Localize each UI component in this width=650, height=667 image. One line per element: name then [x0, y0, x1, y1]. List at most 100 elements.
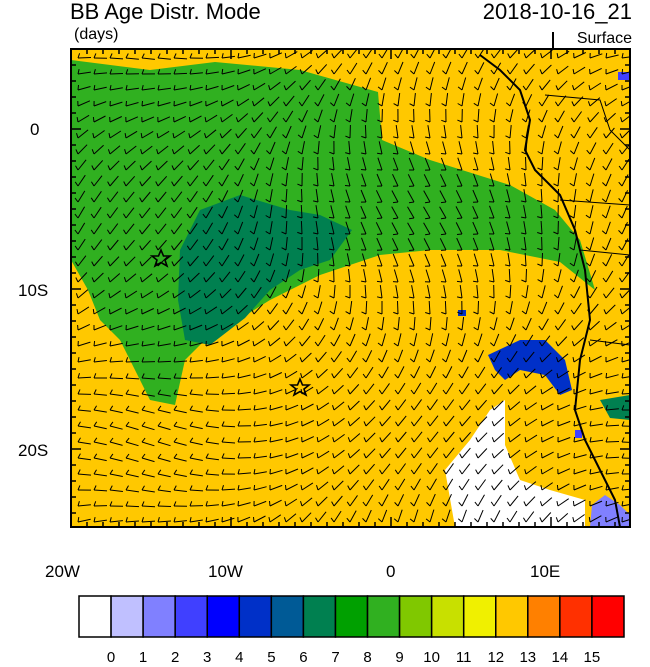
wind-barb [157, 441, 171, 447]
wind-barb [77, 174, 86, 187]
wind-barb [525, 268, 527, 283]
wind-barb [157, 145, 169, 155]
wind-barb [458, 141, 463, 155]
wind-barb-flag [620, 117, 623, 123]
wind-barb-flag [299, 69, 303, 75]
wind-barb-flag [619, 293, 623, 299]
wind-barb [573, 173, 577, 187]
wind-barb [365, 93, 370, 107]
wind-barb [477, 399, 487, 411]
wind-barb [253, 68, 267, 75]
wind-barb [77, 144, 88, 155]
wind-barb-flag [109, 485, 113, 491]
colorbar-swatch [366, 595, 401, 638]
wind-barb-flag [329, 248, 335, 251]
wind-barb [125, 441, 139, 447]
wind-barb-flag [490, 86, 495, 91]
wind-barb [425, 269, 431, 283]
wind-barb-flag [237, 388, 240, 395]
wind-barb-flag [491, 453, 495, 459]
wind-barb-flag [237, 485, 240, 491]
colorbar-swatch [78, 595, 112, 638]
wind-barb-flag [93, 405, 98, 411]
wind-barb-flag [507, 469, 511, 475]
wind-barb-flag [441, 358, 447, 363]
wind-barb [157, 207, 167, 219]
wind-barb-flag [585, 198, 591, 203]
wind-barb [365, 494, 374, 507]
wind-barb [285, 468, 299, 475]
wind-barb [221, 143, 231, 155]
wind-barb [377, 157, 383, 171]
wind-barb [407, 238, 415, 251]
wind-barb-flag [332, 437, 335, 443]
wind-barb-flag [93, 85, 96, 91]
wind-barb-flag [76, 117, 79, 123]
wind-barb-flag [540, 484, 543, 491]
wind-barb [445, 478, 454, 491]
wind-barb-flag [425, 358, 431, 363]
axis-ticks [70, 49, 630, 527]
wind-barb [125, 160, 136, 171]
wind-barb-flag [316, 468, 319, 475]
wind-barb-flag [173, 421, 178, 427]
wind-barb [573, 157, 578, 171]
wind-barb [189, 289, 201, 299]
wind-barb [589, 253, 596, 267]
wind-barb-flag [491, 469, 495, 475]
wind-barb-flag [91, 261, 95, 267]
wind-barb [573, 286, 581, 299]
wind-barb-flag [621, 453, 625, 459]
wind-barb [509, 284, 512, 299]
wind-barb-flag [347, 421, 351, 427]
wind-barb [477, 432, 488, 443]
wind-barb [364, 124, 367, 139]
y-tick-label: 10S [18, 281, 49, 300]
wind-barb-flag [265, 278, 271, 283]
wind-barb-flag [426, 53, 431, 59]
wind-barb-flag [233, 214, 239, 219]
wind-barb-flag [347, 389, 351, 395]
wind-barb-flag [459, 421, 463, 427]
wind-barb [621, 341, 630, 347]
wind-barb [397, 415, 407, 427]
wind-barb [237, 173, 244, 187]
wind-barb-flag [202, 245, 207, 251]
wind-barb [221, 238, 229, 251]
wind-barb [93, 519, 107, 523]
wind-barb [573, 354, 586, 363]
wind-barb-flag [442, 502, 447, 507]
wind-barb-flag [569, 182, 575, 187]
wind-barb-flag [601, 214, 607, 219]
wind-barb [317, 318, 325, 331]
wind-barb-flag [221, 485, 224, 491]
wind-barb-flag [521, 216, 527, 219]
wind-barb [189, 101, 203, 107]
wind-barb-flag [75, 277, 79, 283]
wind-barb-flag [91, 165, 95, 171]
wind-barb-flag [521, 295, 527, 299]
colorbar-swatch [430, 595, 465, 638]
wind-barb [173, 256, 184, 267]
x-tick-label: 20W [45, 562, 80, 581]
wind-barb-flag [252, 101, 255, 107]
wind-barb-flag [346, 342, 351, 347]
wind-barb-flag [189, 437, 194, 443]
wind-barb [285, 173, 288, 187]
wind-barb-flag [77, 373, 80, 379]
wind-barb-flag [491, 405, 495, 411]
wind-barb [346, 173, 351, 187]
wind-barb-flag [74, 245, 79, 251]
wind-barb [427, 285, 431, 299]
wind-barb [391, 222, 399, 235]
wind-barb [365, 448, 376, 459]
wind-barb-flag [425, 86, 431, 91]
wind-barb-flag [507, 501, 511, 507]
wind-barb [413, 447, 423, 459]
wind-barb [429, 349, 435, 363]
wind-barb [441, 269, 447, 283]
wind-barb-flag [410, 453, 415, 459]
wind-barb-flag [331, 469, 335, 475]
level-divider [552, 32, 554, 48]
wind-barb [573, 388, 587, 395]
